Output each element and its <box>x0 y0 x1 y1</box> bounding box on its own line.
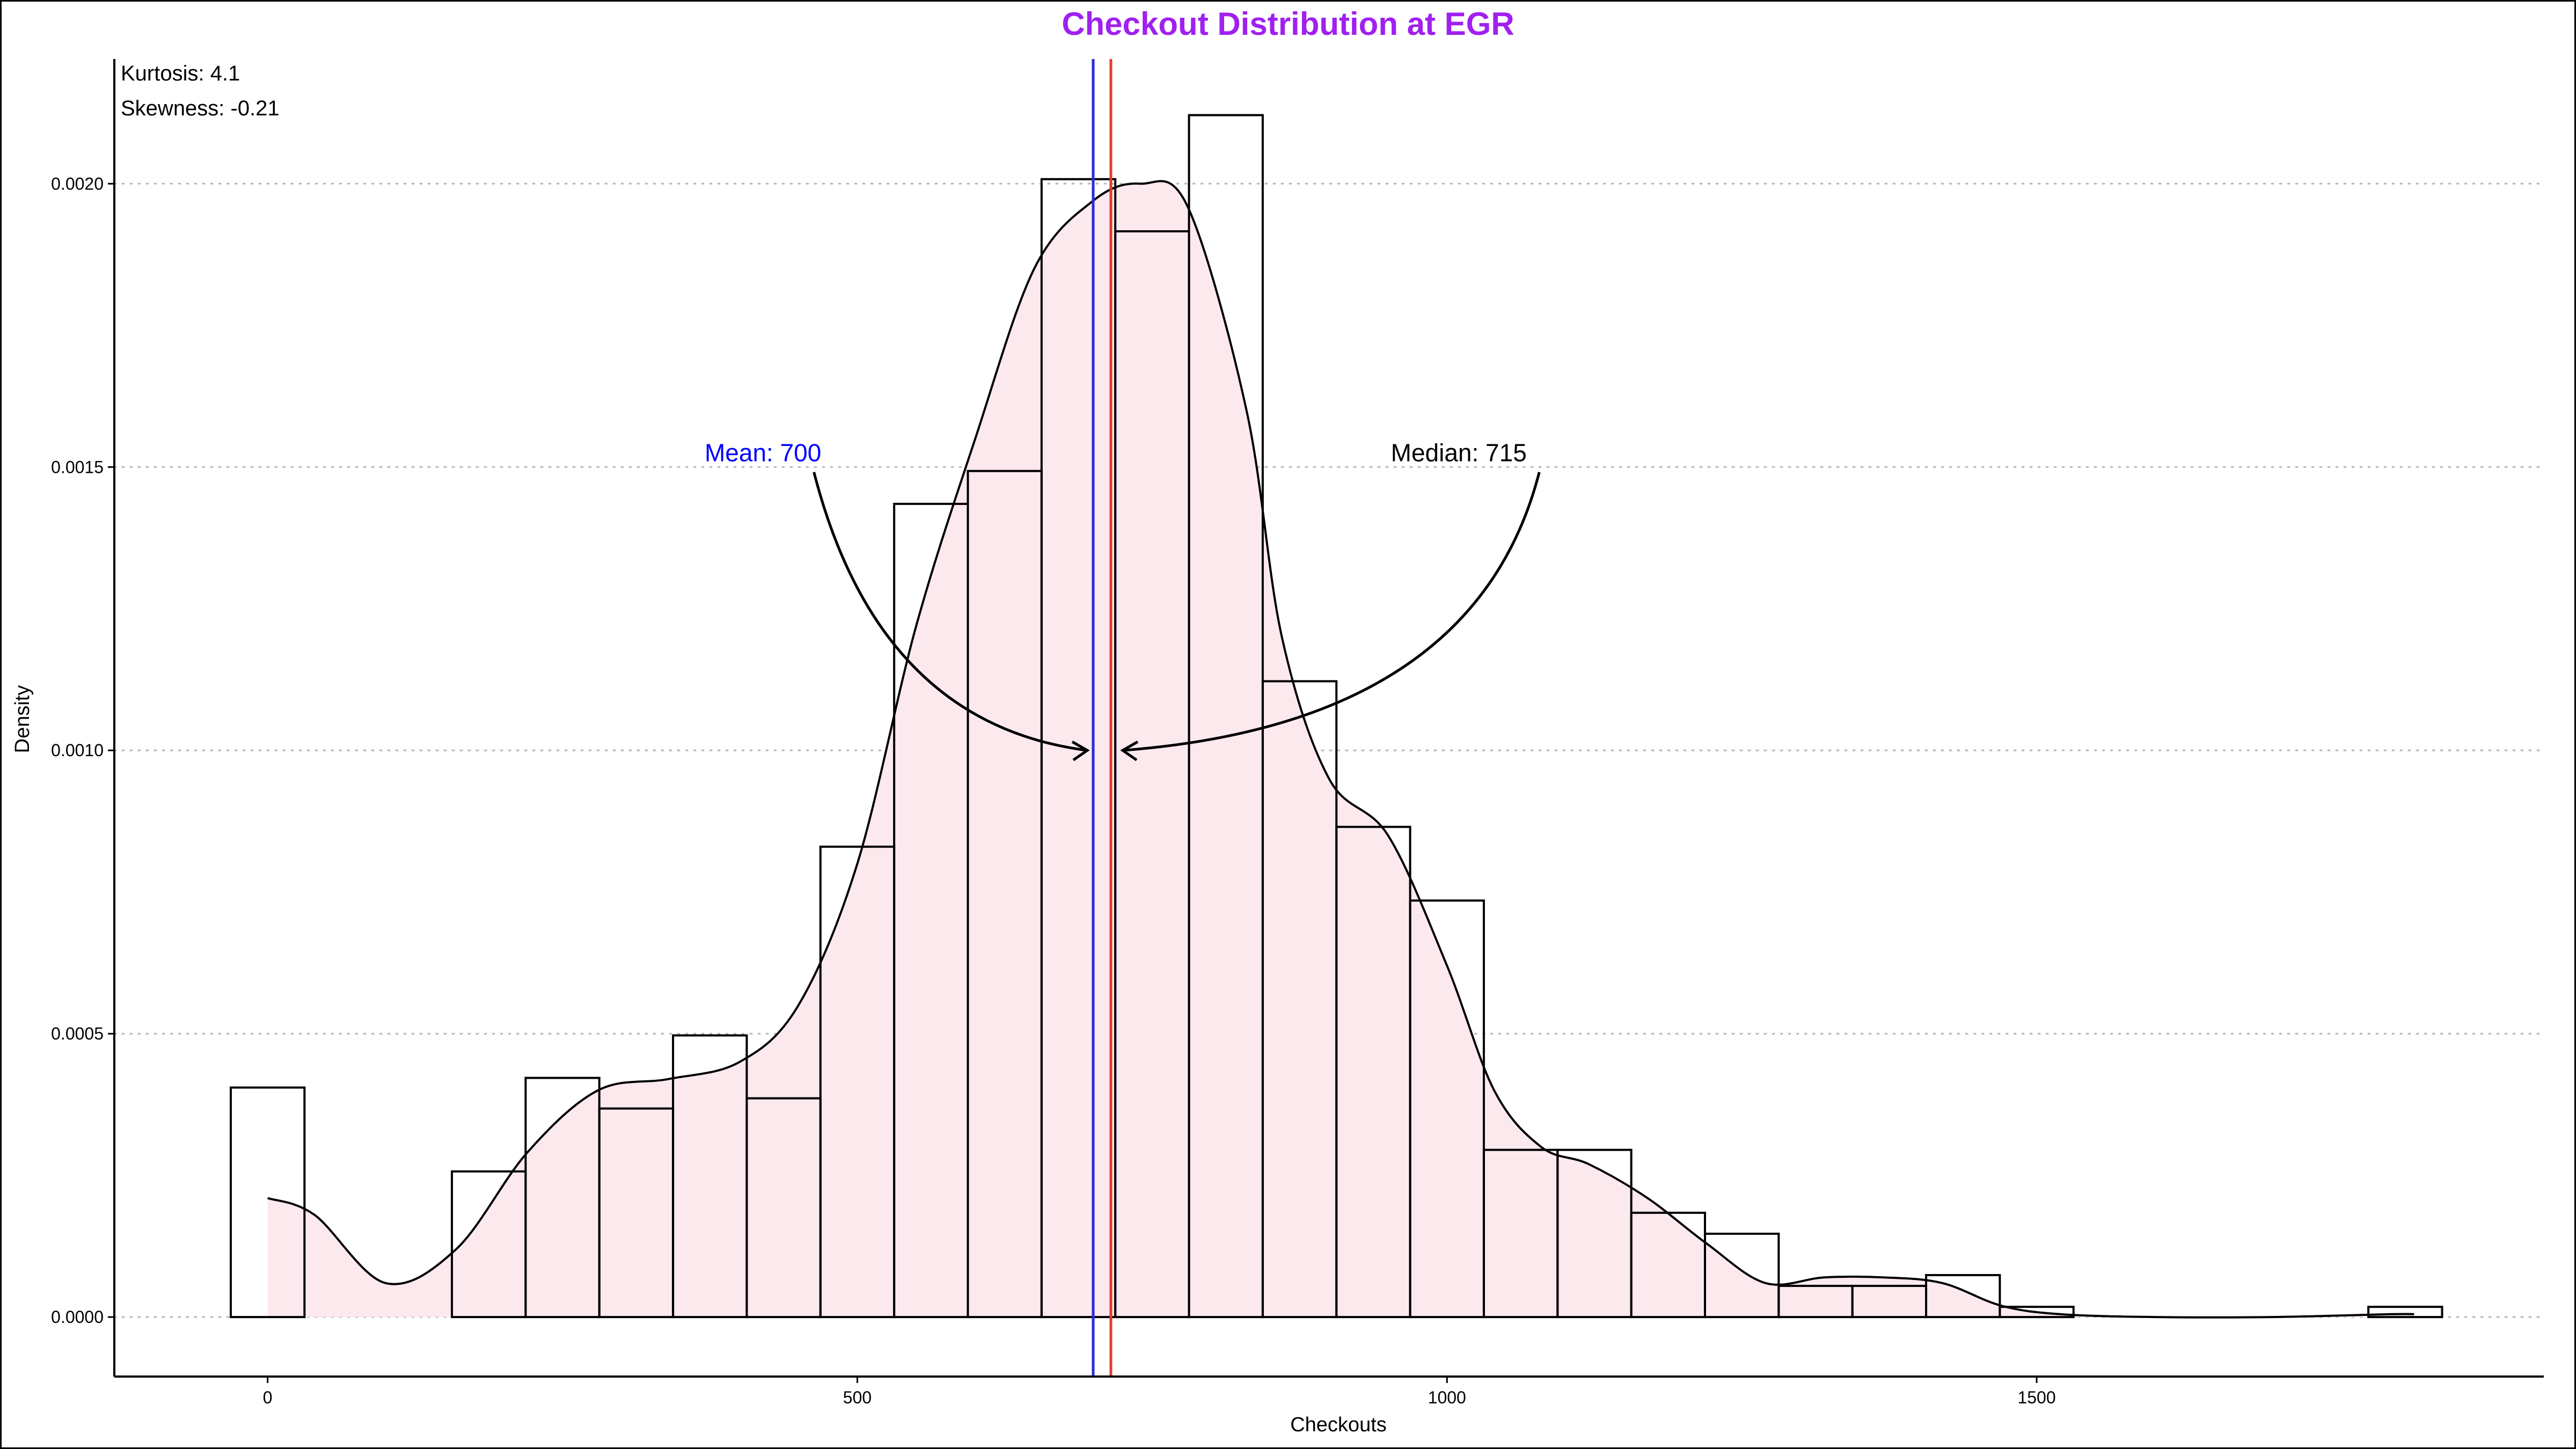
kurtosis-label: Kurtosis: 4.1 <box>121 62 240 85</box>
x-tick-label: 1500 <box>2017 1388 2055 1407</box>
arrow-head <box>1071 741 1090 762</box>
density-fill <box>267 181 2414 1318</box>
y-tick-label: 0.0020 <box>51 174 104 193</box>
histogram-bar <box>1703 1232 1780 1319</box>
arrow-head <box>1120 741 1139 762</box>
median-annotation: Median: 715 <box>1391 439 1527 467</box>
histogram-bar <box>1409 899 1485 1319</box>
histogram-bar <box>1925 1274 2001 1319</box>
x-axis-title: Checkouts <box>1290 1414 1387 1436</box>
x-tick-label: 500 <box>843 1388 872 1407</box>
histogram-bar <box>1999 1306 2075 1319</box>
mean-annotation: Mean: 700 <box>705 439 821 467</box>
density-curve-layer <box>267 180 2414 1319</box>
y-axis-title: Density <box>11 685 34 753</box>
x-tick-label: 1000 <box>1428 1388 1466 1407</box>
y-tick-label: 0.0000 <box>51 1307 104 1327</box>
reference-line-layer <box>1092 59 1113 1377</box>
annotation-arrow <box>813 472 1088 752</box>
x-tick-label: 0 <box>263 1388 273 1407</box>
histogram-bar <box>230 1086 306 1319</box>
skewness-label: Skewness: -0.21 <box>121 97 280 120</box>
chart-title: Checkout Distribution at EGR <box>1062 6 1514 42</box>
annotation-arrow <box>1122 472 1541 752</box>
y-tick-label: 0.0015 <box>51 457 104 477</box>
y-tick-label: 0.0005 <box>51 1024 104 1043</box>
density-curve <box>267 180 2414 1319</box>
bar-layer <box>230 114 2443 1319</box>
annotation-layer: Mean: 700 Median: 715 <box>705 439 1541 762</box>
y-tick-label: 0.0010 <box>51 741 104 760</box>
histogram-bar <box>2367 1306 2443 1319</box>
axis-layer: 0.0000 0.0005 0.0010 0.0015 0.0020 0 500 1000 15… <box>51 59 2544 1407</box>
density-fill-layer <box>267 181 2414 1318</box>
